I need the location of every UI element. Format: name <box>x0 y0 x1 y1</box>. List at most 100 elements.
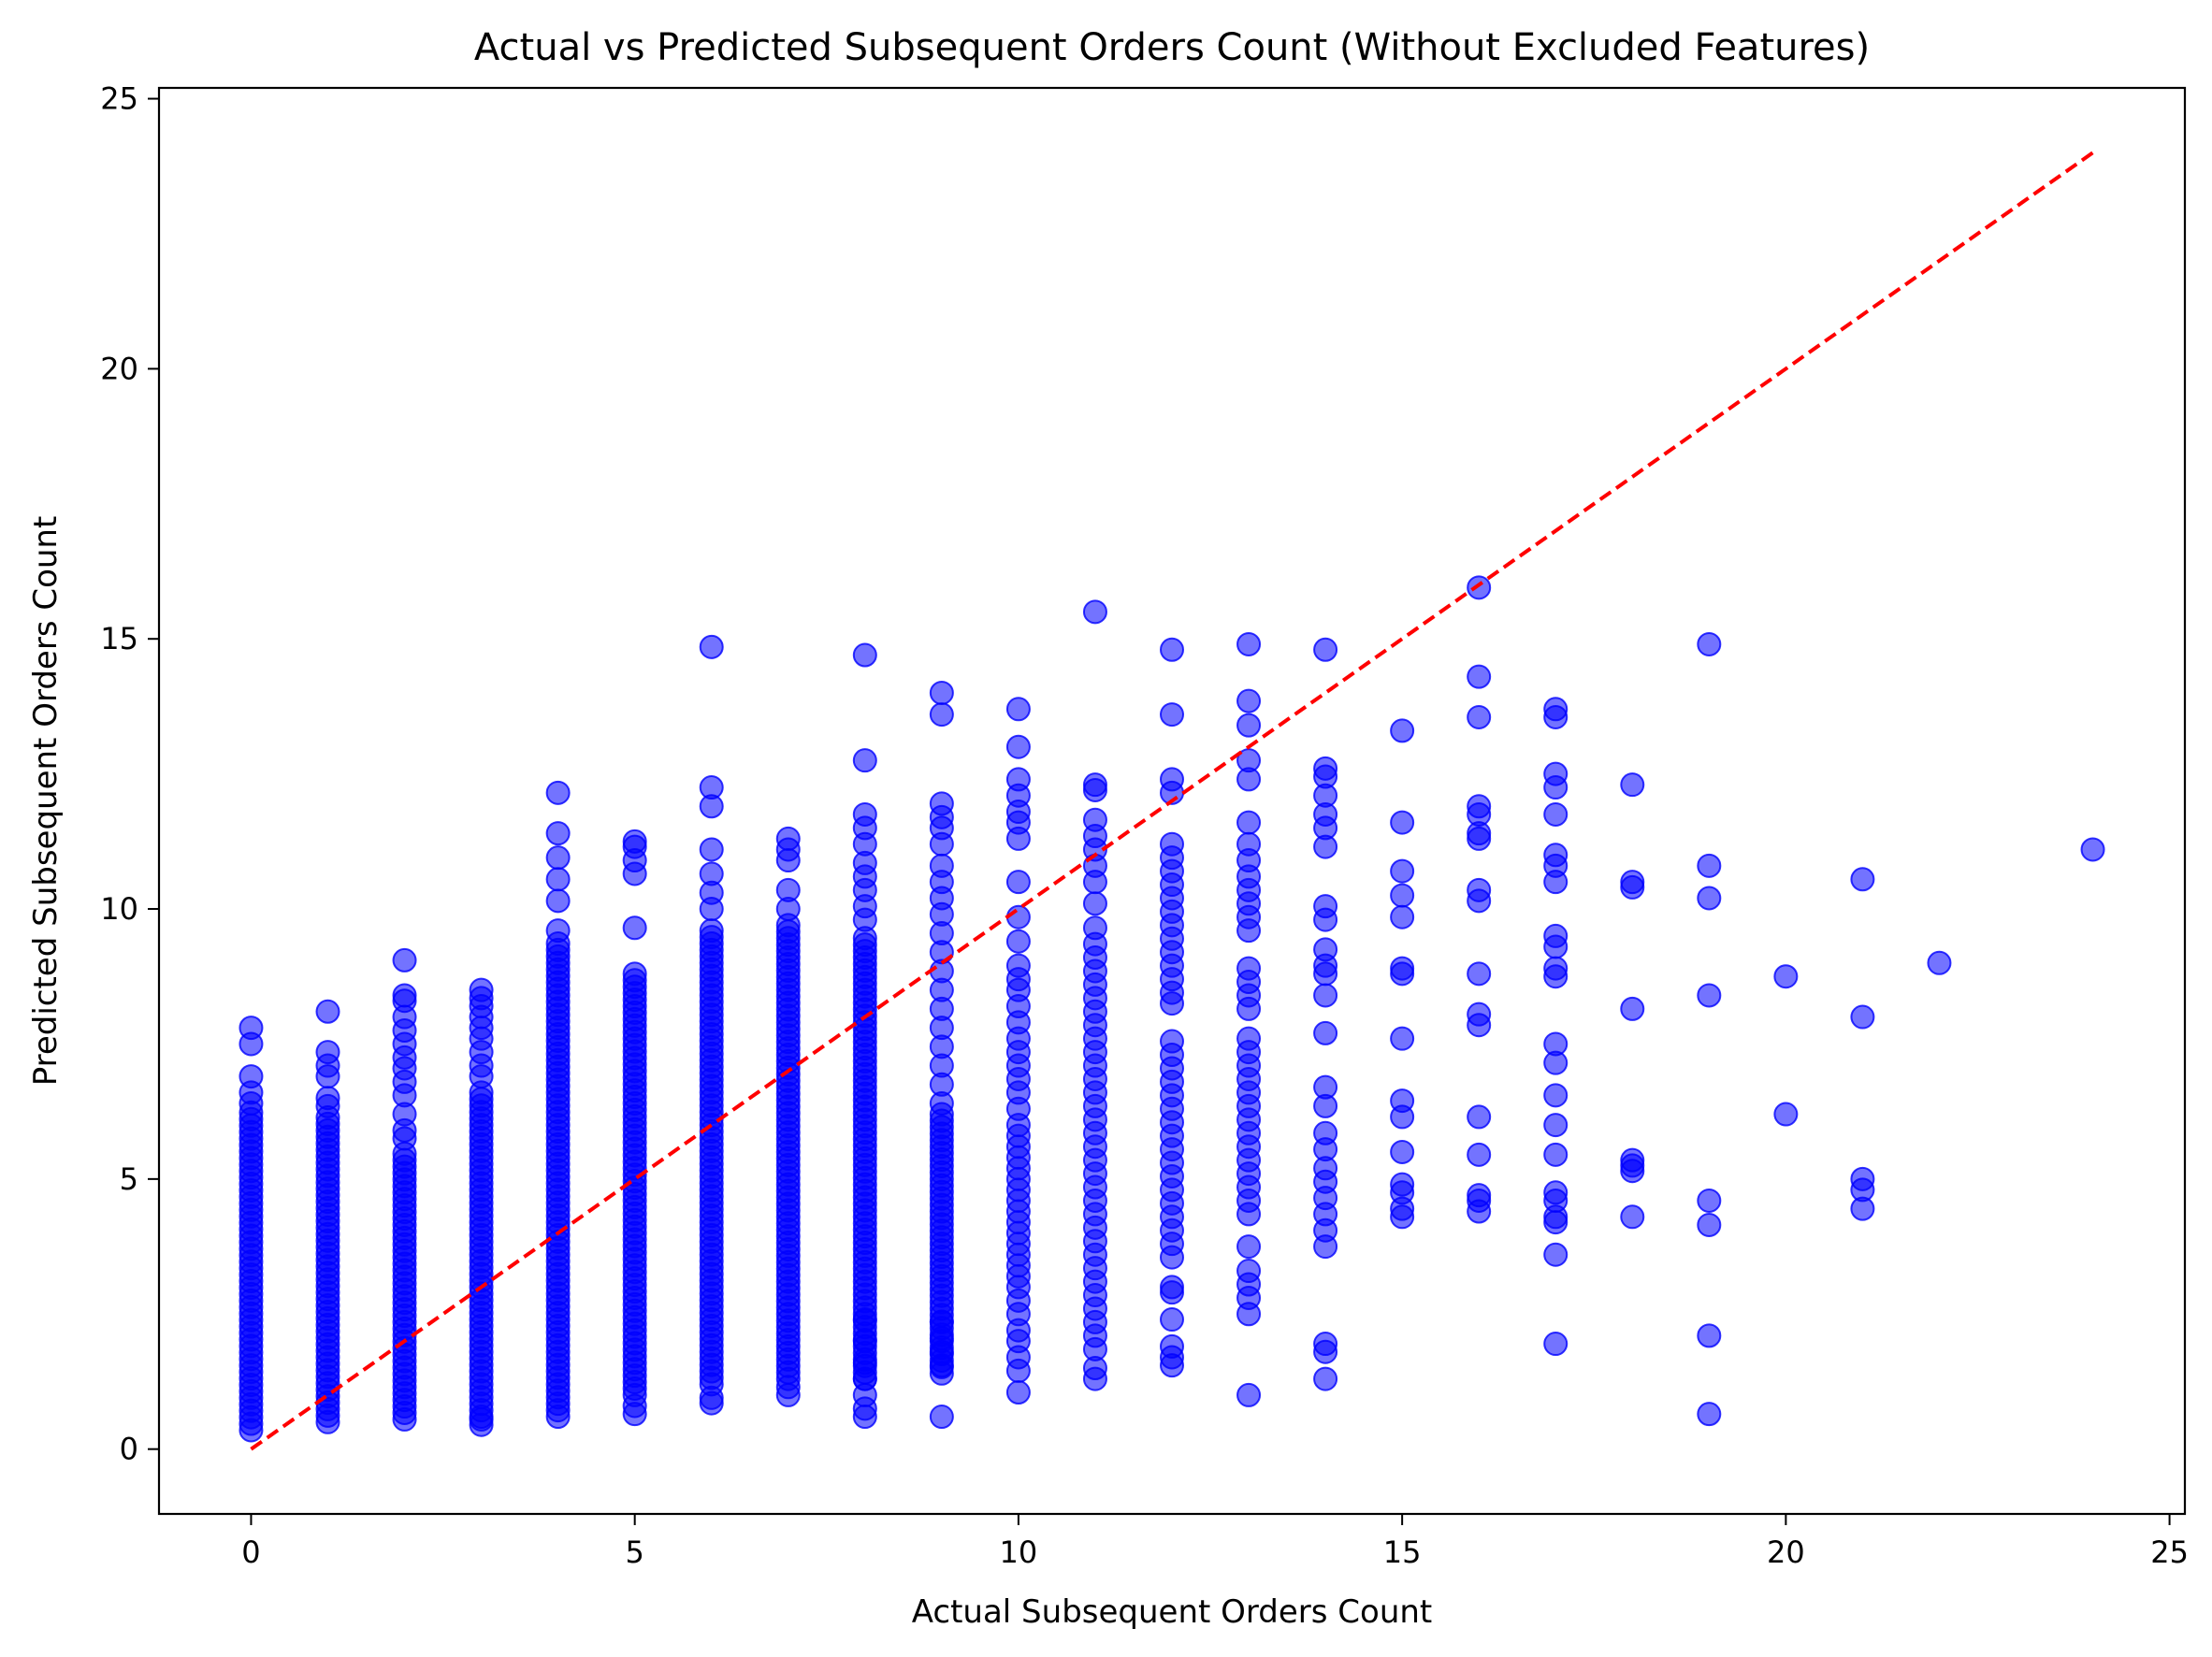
data-point <box>1467 888 1492 914</box>
y-tick-label: 20 <box>100 351 138 386</box>
data-point <box>1390 1026 1415 1051</box>
data-point <box>1236 1202 1262 1227</box>
data-point <box>699 918 724 944</box>
data-point <box>1467 704 1492 729</box>
data-point <box>1543 801 1569 827</box>
y-tick-label: 25 <box>100 81 138 117</box>
data-point <box>1236 713 1262 738</box>
data-point <box>469 1406 494 1432</box>
data-point <box>1697 983 1722 1008</box>
data-point <box>852 748 877 773</box>
data-point <box>775 897 801 922</box>
data-points-layer <box>239 575 2105 1443</box>
data-point <box>1082 870 1107 895</box>
data-point <box>1543 775 1569 800</box>
data-point <box>1390 904 1415 929</box>
x-tick-label: 20 <box>1767 1535 1805 1570</box>
data-point <box>1543 1083 1569 1108</box>
data-point <box>852 1350 877 1376</box>
data-point <box>545 821 571 846</box>
data-point <box>929 1405 954 1430</box>
x-tick-label: 0 <box>241 1535 260 1570</box>
data-point <box>1850 1196 1875 1221</box>
data-point <box>1236 767 1262 792</box>
data-point <box>1467 1142 1492 1167</box>
data-point <box>622 915 647 941</box>
data-point <box>1697 1212 1722 1237</box>
y-tick-label: 15 <box>100 621 138 656</box>
data-point <box>1160 1307 1184 1333</box>
data-point <box>1160 991 1184 1016</box>
data-point <box>1236 1382 1262 1407</box>
data-point <box>239 1090 264 1116</box>
data-point <box>1236 631 1262 656</box>
data-point <box>1620 996 1645 1021</box>
data-point <box>1467 664 1492 689</box>
data-point <box>1236 918 1262 944</box>
data-point <box>1313 1339 1338 1364</box>
data-point <box>852 907 877 932</box>
data-point <box>1390 1104 1415 1130</box>
data-point <box>239 1031 264 1057</box>
x-tick-label: 15 <box>1383 1535 1422 1570</box>
data-point <box>1467 1013 1492 1038</box>
x-axis-ticks: 0 5 10 15 20 25 <box>241 1514 2189 1570</box>
data-point <box>1313 961 1338 987</box>
y-tick-label: 0 <box>120 1432 138 1467</box>
data-point <box>852 1329 877 1354</box>
data-point <box>1236 688 1262 713</box>
y-axis-label: Predicted Subsequent Orders Count <box>27 516 65 1087</box>
data-point <box>1850 867 1875 892</box>
data-point <box>1313 1093 1338 1118</box>
data-point <box>1390 858 1415 884</box>
data-point <box>622 861 647 886</box>
x-axis-label: Actual Subsequent Orders Count <box>912 1593 1433 1631</box>
data-point <box>622 961 647 987</box>
data-point <box>469 1064 494 1089</box>
data-point <box>545 888 571 914</box>
data-point <box>1160 1353 1184 1378</box>
data-point <box>1467 1199 1492 1224</box>
data-point <box>1543 1113 1569 1138</box>
data-point <box>1005 734 1031 759</box>
data-point <box>929 1090 954 1116</box>
data-point <box>1236 810 1262 835</box>
data-point <box>1697 886 1722 911</box>
data-point <box>1697 631 1722 656</box>
data-point <box>1543 964 1569 989</box>
data-point <box>699 897 724 922</box>
y-tick-label: 5 <box>120 1161 138 1197</box>
data-point <box>1005 929 1031 954</box>
data-point <box>1697 1323 1722 1348</box>
data-point <box>1005 826 1031 851</box>
data-point <box>315 1064 340 1089</box>
data-point <box>1160 702 1184 728</box>
data-point <box>1467 575 1492 600</box>
data-point <box>852 642 877 668</box>
data-point <box>545 918 571 944</box>
data-point <box>699 1385 724 1410</box>
data-point <box>392 947 417 973</box>
data-point <box>1005 870 1031 895</box>
data-point <box>1390 961 1415 987</box>
data-point <box>1082 777 1107 802</box>
data-point <box>1850 1004 1875 1030</box>
data-point <box>699 634 724 659</box>
data-point <box>929 831 954 857</box>
data-point <box>392 1126 417 1151</box>
data-point <box>1236 996 1262 1021</box>
x-tick-label: 25 <box>2150 1535 2189 1570</box>
data-point <box>1005 1358 1031 1383</box>
data-point <box>622 1393 647 1419</box>
data-point <box>1543 1332 1569 1357</box>
data-point <box>1390 1204 1415 1230</box>
data-point <box>929 680 954 705</box>
data-point <box>1543 934 1569 959</box>
data-point <box>1927 950 1952 975</box>
data-point <box>1160 637 1184 662</box>
data-point <box>1082 599 1107 625</box>
data-point <box>1005 1380 1031 1405</box>
data-point <box>1697 853 1722 878</box>
